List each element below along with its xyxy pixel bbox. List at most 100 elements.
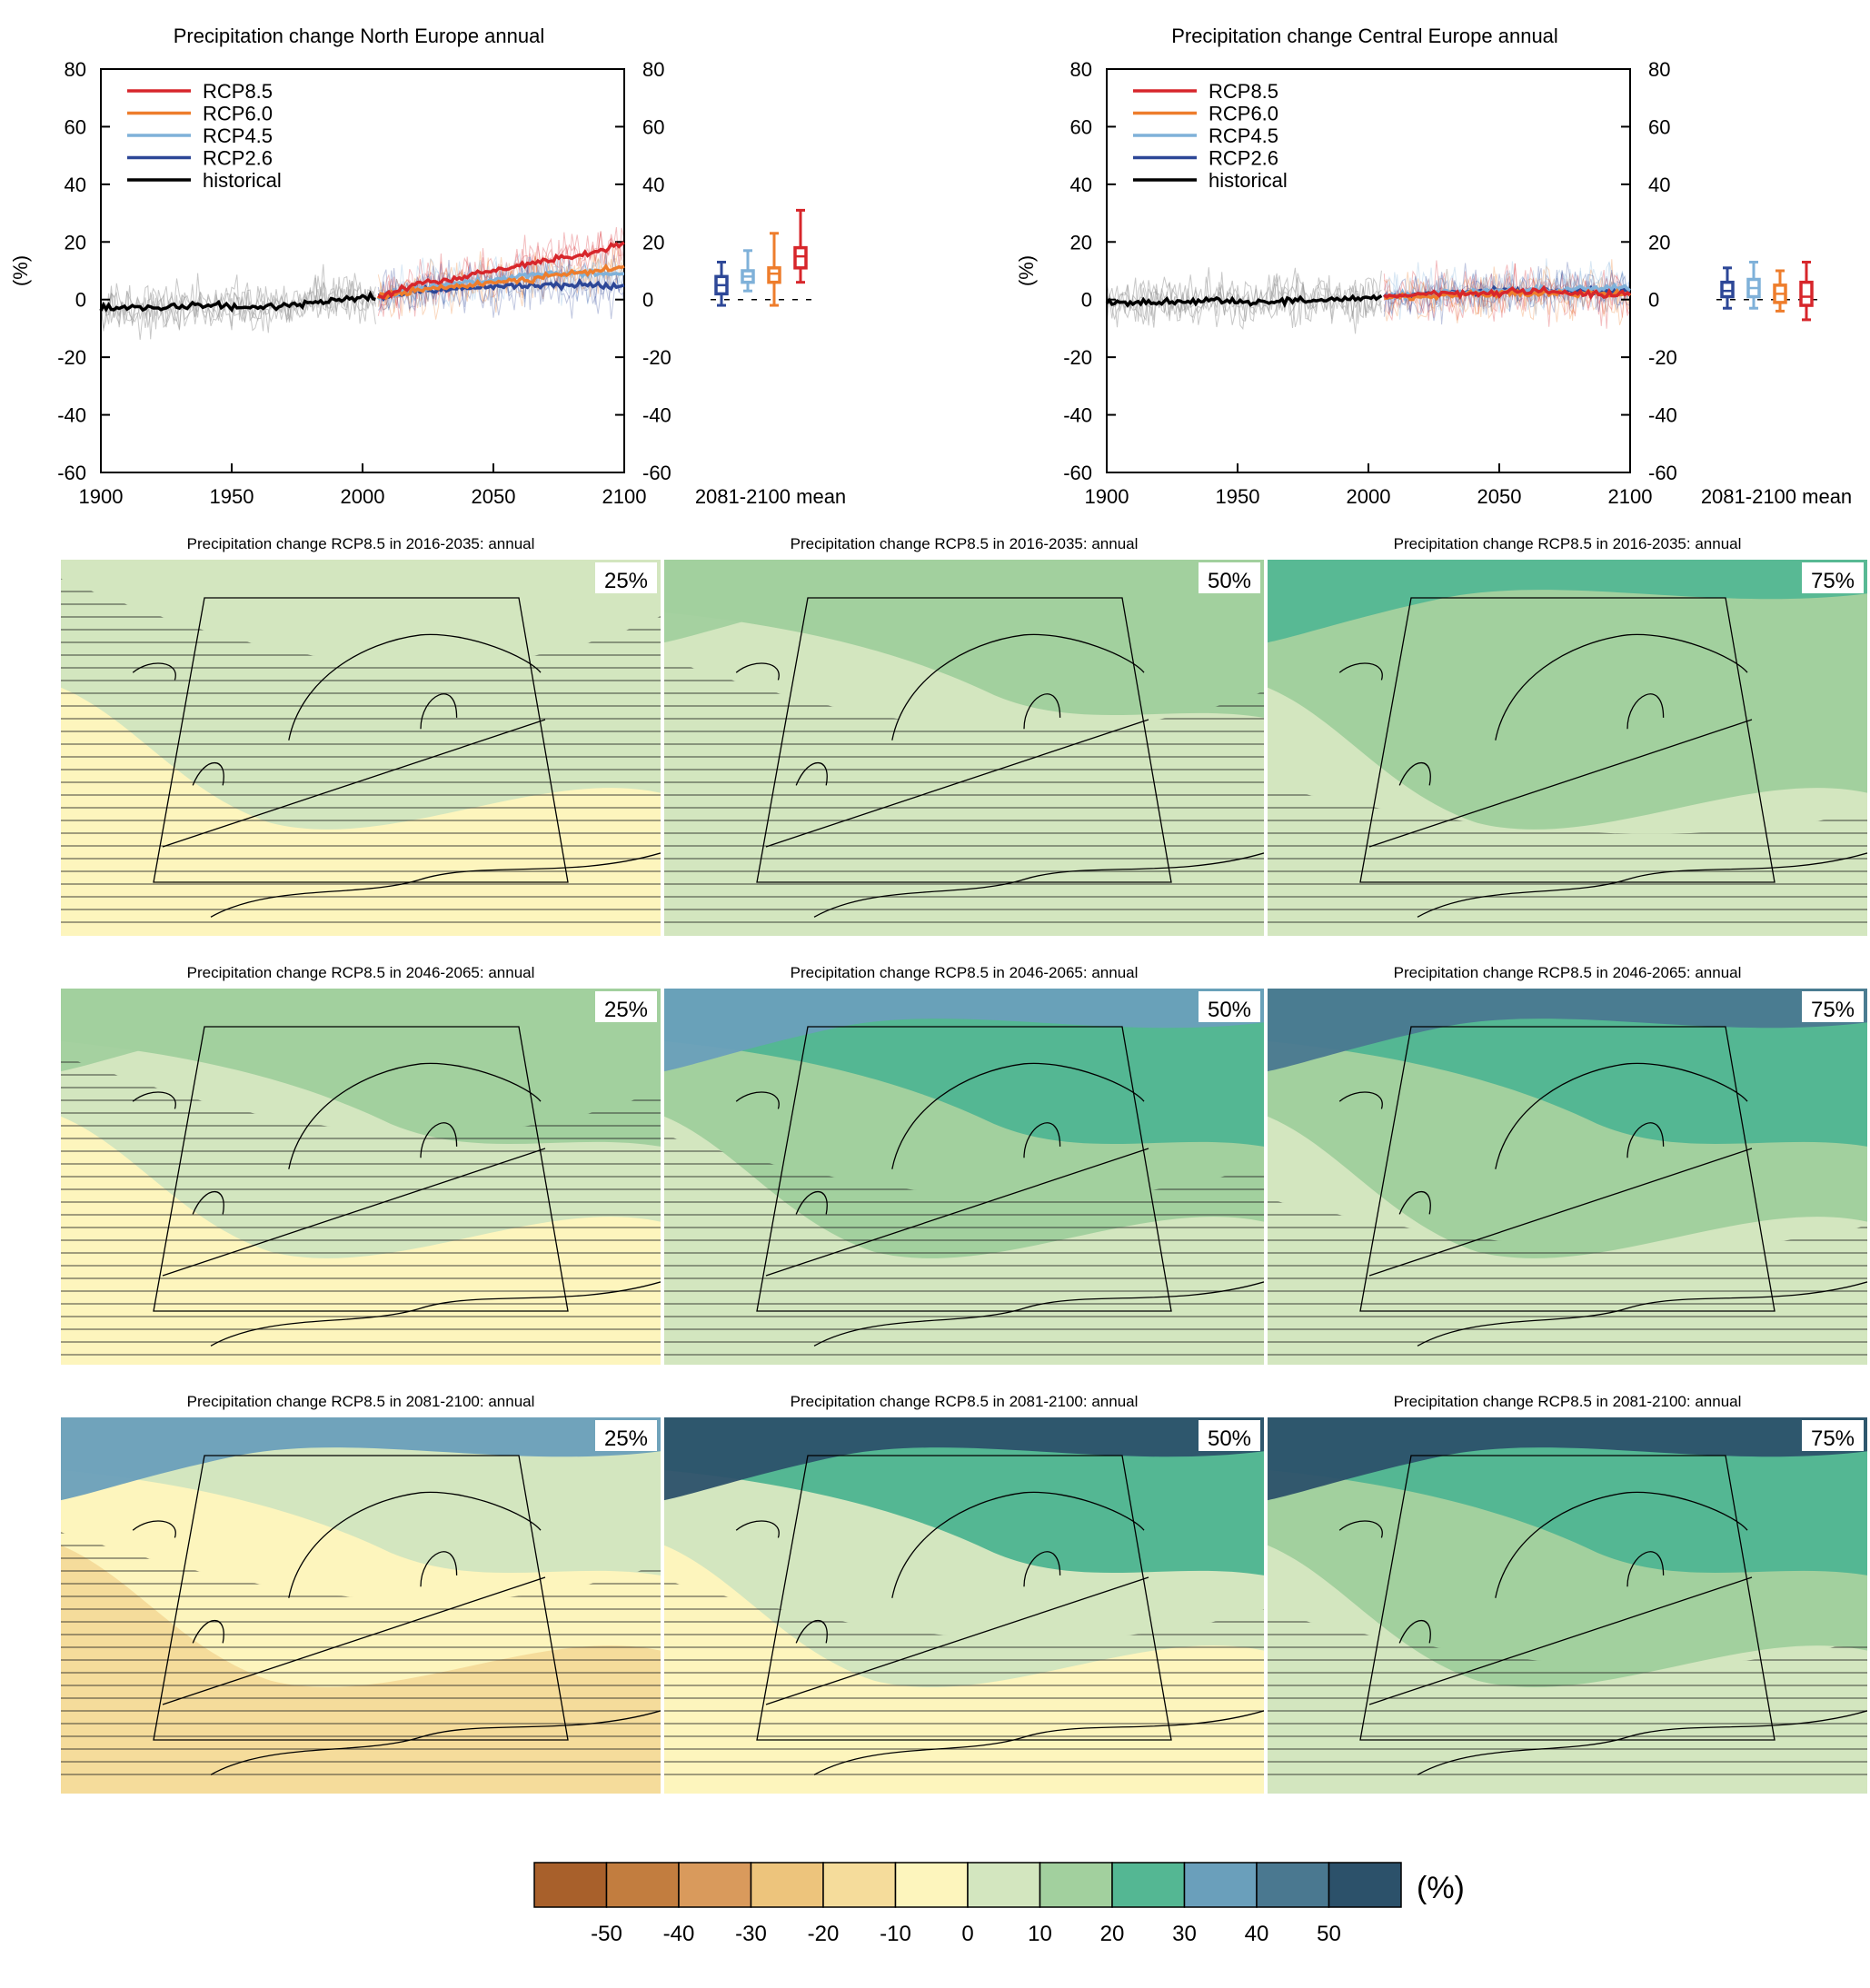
colorbar: -50 -40 -30 -20 -10 0 10 20 30 40 50 (%) [533,1862,1465,1946]
series-line-historical [99,290,376,313]
x-tick-label: 1900 [79,485,124,508]
percentile-label: 50% [1208,1426,1251,1451]
y-tick-label-right: -20 [1648,346,1677,369]
hatching [664,1135,1264,1357]
colorbar-swatch [894,1862,969,1908]
legend-label: RCP2.6 [203,147,273,170]
map-title: Precipitation change RCP8.5 in 2046-2065… [1394,964,1742,981]
colorbar-swatch [533,1862,608,1908]
coastline [1338,1491,1867,1775]
x-tick-label: 1900 [1085,485,1129,508]
hatching [664,658,1264,929]
map-field [61,1417,661,1794]
x-tick-label: 2000 [341,485,385,508]
map-title: Precipitation change RCP8.5 in 2016-2035… [1394,535,1742,552]
legend-label: RCP8.5 [1209,80,1278,103]
map-title: Precipitation change RCP8.5 in 2081-2100… [791,1393,1139,1410]
boxplot-RCP6.0 [767,232,781,307]
region-outline [1359,597,1776,883]
x-ticks: 1900 1950 2000 2050 2100 [79,463,647,508]
colorbar-swatch [750,1862,824,1908]
colorbar-swatch [1328,1862,1402,1908]
map-title: Precipitation change RCP8.5 in 2081-2100… [1394,1393,1742,1410]
colorbar-tick-label: 30 [1172,1922,1197,1946]
colorbar-tick-label: -20 [808,1922,840,1946]
region-outline [153,1455,569,1741]
percentile-box [595,562,657,593]
boxplot-RCP8.5 [793,208,808,284]
percentile-box [595,1420,657,1451]
map-field [1268,1417,1867,1794]
coastline [132,1062,661,1347]
plot-frame [1106,68,1631,473]
timeseries-central: Precipitation change Central Europe annu… [1015,25,1852,508]
region-divider [1368,719,1753,848]
x-ticks: 1900 1950 2000 2050 2100 [1085,463,1652,508]
y-tick-label-right: 40 [642,174,664,196]
colorbar-tick-label: -30 [735,1922,767,1946]
percentile-label: 25% [604,998,648,1022]
coastline [735,1062,1264,1347]
colorbar-swatch [1039,1862,1113,1908]
map-field [664,1417,1264,1794]
map-title: Precipitation change RCP8.5 in 2016-2035… [187,535,535,552]
hatching [61,578,661,929]
coastline [1338,633,1867,918]
contour-far-north [664,989,1264,1072]
x-tick-label: 2100 [602,485,647,508]
map-panel-2046-2065-25: Precipitation change RCP8.5 in 2046-2065… [61,964,661,1365]
percentile-box [1199,562,1260,593]
y-tick-label-right: 80 [642,58,664,81]
colorbar-swatch [1256,1862,1330,1908]
y-axis-label: (%) [9,255,32,286]
legend-label: RCP4.5 [1209,124,1278,147]
region-outline [1359,1026,1776,1312]
map-field [664,989,1264,1365]
percentile-label: 75% [1811,569,1855,593]
ensemble-member-RCP8.5 [1383,263,1631,329]
colorbar-swatch [605,1862,680,1908]
y-tick-label-right: 40 [1648,174,1670,196]
region-outline [1359,1455,1776,1741]
y-tick-label: 80 [65,58,86,81]
ensemble-member-historical [1106,273,1382,329]
y-tick-label-right: -40 [642,404,671,427]
region-outline [756,597,1172,883]
region-divider [765,1576,1149,1705]
ensemble-member-RCP8.5 [377,226,625,320]
map-panel-2046-2065-50: Precipitation change RCP8.5 in 2046-2065… [664,964,1264,1365]
contour-far-north [61,989,661,1072]
colorbar-tick-label: -40 [663,1922,695,1946]
hatching [664,1580,1264,1786]
legend-label: RCP2.6 [1209,147,1278,170]
ensemble-member-RCP8.5 [378,231,625,317]
map-field [61,560,661,936]
region-outline [756,1455,1172,1741]
percentile-label: 50% [1208,998,1251,1022]
legend-label: RCP6.0 [203,103,273,125]
y-tick-label-right: 60 [642,115,664,138]
y-tick-label-right: -60 [642,462,671,484]
region-divider [1368,1148,1753,1277]
y-tick-label-right: 60 [1648,115,1670,138]
x-tick-label: 1950 [210,485,254,508]
ensemble-member-RCP4.5 [1384,261,1631,320]
ensemble-member-historical [100,273,376,341]
map-panel-2016-2035-75: Precipitation change RCP8.5 in 2016-2035… [1268,535,1867,936]
series-line-rcp85 [377,241,625,300]
y-ticks: 80 80 60 60 40 40 20 20 0 0 -20 -20 -40 -40 -60 -60 [1063,58,1677,484]
region-divider [765,1148,1149,1277]
boxplot-label: 2081-2100 mean [695,485,846,508]
coastline [735,1491,1264,1775]
y-ticks: 80 80 60 60 40 40 20 20 0 0 -20 -20 -40 -40 -60 -60 [57,58,671,484]
legend-label: historical [1209,169,1288,192]
y-tick-label-right: -60 [1648,462,1677,484]
x-tick-label: 2050 [472,485,516,508]
x-tick-label: 2000 [1347,485,1391,508]
map-field [61,989,661,1365]
percentile-box [1802,562,1864,593]
boxplot-RCP2.6 [1720,266,1735,310]
colorbar-swatch [822,1862,897,1908]
percentile-label: 25% [604,1426,648,1451]
region-divider [162,1148,546,1277]
